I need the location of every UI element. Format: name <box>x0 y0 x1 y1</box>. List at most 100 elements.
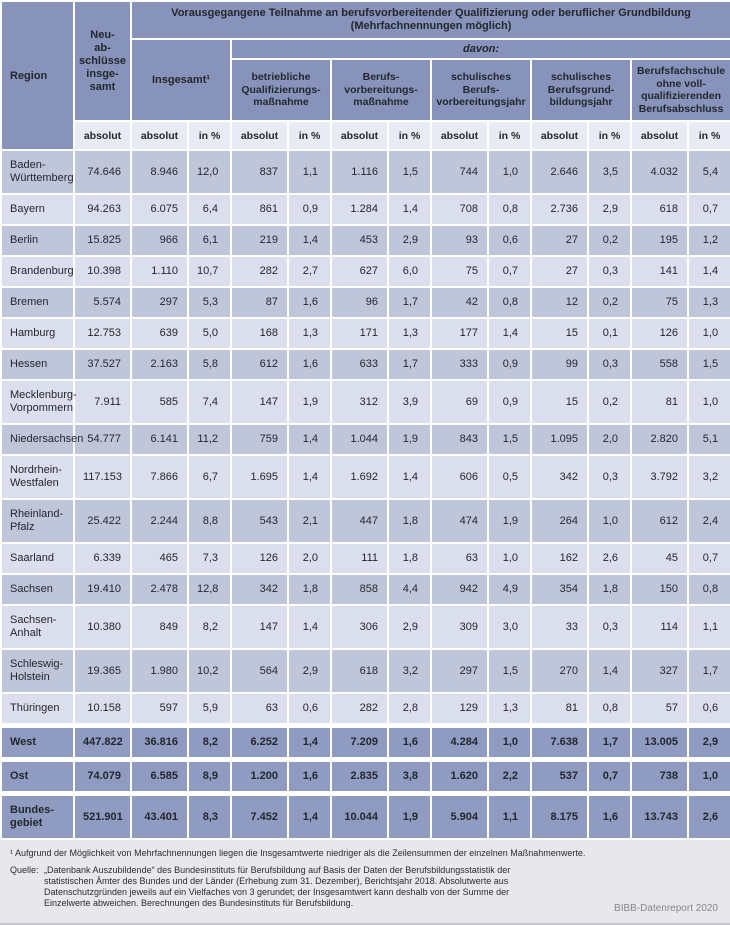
group-header-berufsvorbereitungsmassnahme: Berufs- vorbereitungs- maßnahme <box>330 58 432 122</box>
value-cell: 126 <box>230 542 289 575</box>
value-cell: 10.044 <box>330 791 389 840</box>
value-cell: 1,4 <box>287 423 332 456</box>
group-header-schulisches-berufsgrundbildungsjahr: schulisches Berufsgrund- bildungsjahr <box>530 58 632 122</box>
value-cell: 3,8 <box>387 757 432 795</box>
unit-label: absolut <box>530 120 589 151</box>
value-cell: 0,6 <box>287 692 332 727</box>
value-cell: 1.980 <box>130 648 189 694</box>
value-cell: 1,7 <box>686 648 730 694</box>
value-cell: 6.141 <box>130 423 189 456</box>
value-cell: 5,8 <box>187 348 232 381</box>
value-cell: 0,8 <box>587 692 632 727</box>
value-cell: 12,8 <box>187 573 232 606</box>
value-cell: 1,1 <box>686 604 730 650</box>
value-cell: 168 <box>230 317 289 350</box>
table-main-title: Vorausgegangene Teilnahme an berufsvorbe… <box>129 0 730 40</box>
value-cell: 147 <box>230 604 289 650</box>
unit-label: in % <box>187 120 232 151</box>
value-cell: 618 <box>630 193 689 226</box>
value-cell: 1,6 <box>287 348 332 381</box>
value-cell: 2,4 <box>686 498 730 544</box>
statistics-table: Region Neu- ab- schlüsse insge- samt Vor… <box>0 0 730 840</box>
region-cell: Baden- Württemberg <box>0 149 75 195</box>
value-cell: 309 <box>430 604 489 650</box>
value-cell: 27 <box>530 224 589 257</box>
value-cell: 87 <box>230 286 289 319</box>
value-cell: 5,0 <box>187 317 232 350</box>
table-row: Brandenburg 10.398 1.110 10,7 282 2,7 627 6,0 75… <box>0 255 730 288</box>
units-row: absolut absolut in % absolut in % absolu… <box>1 120 730 151</box>
value-cell: 8,9 <box>187 757 232 795</box>
footnote-1: ¹ Aufgrund der Möglichkeit von Mehrfachn… <box>10 848 586 858</box>
value-cell: 15 <box>530 379 589 425</box>
table-row: Sachsen 19.410 2.478 12,8 342 1,8 858 4,4 942 4,9… <box>0 573 730 606</box>
value-cell: 0,3 <box>587 348 632 381</box>
value-cell: 6,1 <box>187 224 232 257</box>
value-cell: 2,8 <box>387 692 432 727</box>
value-cell: 0,6 <box>686 692 730 727</box>
value-cell: 1,3 <box>287 317 332 350</box>
value-cell: 3,2 <box>686 454 730 500</box>
value-cell: 1,9 <box>387 791 432 840</box>
value-cell: 0,5 <box>487 454 532 500</box>
value-cell: 7.866 <box>130 454 189 500</box>
value-cell: 8.175 <box>530 791 589 840</box>
table-row: Berlin 15.825 966 6,1 219 1,4 453 2,9 93 0,6 27 0,2… <box>0 224 730 257</box>
unit-label: absolut <box>73 120 132 151</box>
value-cell: 1.095 <box>530 423 589 456</box>
region-cell: Rheinland- Pfalz <box>0 498 75 544</box>
value-cell: 1,0 <box>686 757 730 795</box>
value-cell: 74.079 <box>73 757 132 795</box>
value-cell: 7.911 <box>73 379 132 425</box>
neuabschluesse-column-header: Neu- ab- schlüsse insge- samt <box>73 0 132 122</box>
value-cell: 738 <box>630 757 689 795</box>
group-header-berufsfachschule: Berufsfachschule ohne voll- qualifiziere… <box>629 58 730 122</box>
value-cell: 162 <box>530 542 589 575</box>
value-cell: 597 <box>130 692 189 727</box>
unit-label: in % <box>287 120 332 151</box>
value-cell: 6.585 <box>130 757 189 795</box>
table-row: Bremen 5.574 297 5,3 87 1,6 96 1,7 42 0,8 12 0,2 75 1… <box>0 286 730 319</box>
group-header-betriebliche-qualifizierung: betriebliche Qualifizierungs- maßnahme <box>230 58 332 122</box>
value-cell: 1.110 <box>130 255 189 288</box>
value-cell: 1,8 <box>287 573 332 606</box>
value-cell: 19.410 <box>73 573 132 606</box>
value-cell: 141 <box>630 255 689 288</box>
value-cell: 858 <box>330 573 389 606</box>
value-cell: 585 <box>130 379 189 425</box>
value-cell: 1,9 <box>487 498 532 544</box>
value-cell: 564 <box>230 648 289 694</box>
value-cell: 2,9 <box>587 193 632 226</box>
value-cell: 1,6 <box>387 723 432 761</box>
value-cell: 2,0 <box>587 423 632 456</box>
value-cell: 558 <box>630 348 689 381</box>
table-row: Hessen 37.527 2.163 5,8 612 1,6 633 1,7 333 0,9 99… <box>0 348 730 381</box>
value-cell: 54.777 <box>73 423 132 456</box>
value-cell: 1.200 <box>230 757 289 795</box>
region-cell: Berlin <box>0 224 75 257</box>
unit-label: in % <box>387 120 432 151</box>
value-cell: 25.422 <box>73 498 132 544</box>
report-credit: BIBB-Datenreport 2020 <box>614 903 718 914</box>
value-cell: 2.163 <box>130 348 189 381</box>
table-row: Niedersachsen 54.777 6.141 11,2 759 1,4 1.044 1… <box>0 423 730 456</box>
value-cell: 543 <box>230 498 289 544</box>
value-cell: 111 <box>330 542 389 575</box>
table-header: Region Neu- ab- schlüsse insge- samt Vor… <box>0 0 730 151</box>
value-cell: 1,8 <box>587 573 632 606</box>
value-cell: 633 <box>330 348 389 381</box>
value-cell: 474 <box>430 498 489 544</box>
value-cell: 75 <box>630 286 689 319</box>
table-row: Baden- Württemberg 74.646 8.946 12,0 837 1,1 1… <box>0 149 730 195</box>
value-cell: 1,0 <box>686 317 730 350</box>
value-cell: 0,9 <box>287 193 332 226</box>
value-cell: 12,0 <box>187 149 232 195</box>
value-cell: 2,6 <box>686 791 730 840</box>
value-cell: 19.365 <box>73 648 132 694</box>
region-cell: Brandenburg <box>0 255 75 288</box>
value-cell: 1,6 <box>287 757 332 795</box>
value-cell: 74.646 <box>73 149 132 195</box>
unit-label: absolut <box>630 120 689 151</box>
summary-row: West 447.822 36.816 8,2 6.252 1,4 7.209 1,6 4.28… <box>0 723 730 761</box>
value-cell: 1,0 <box>487 149 532 195</box>
